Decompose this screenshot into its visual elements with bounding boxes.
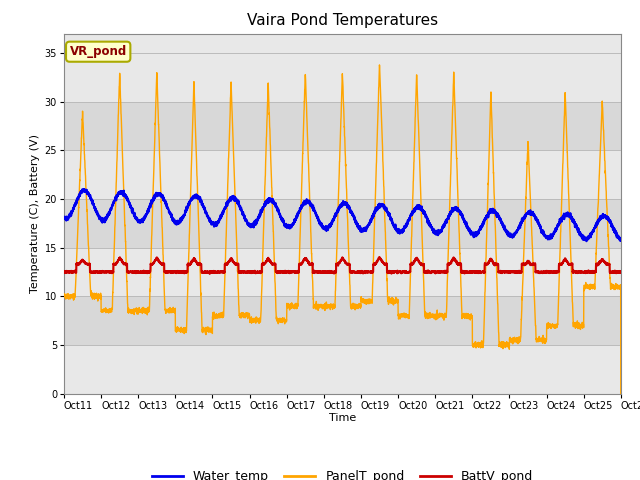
Y-axis label: Temperature (C), Battery (V): Temperature (C), Battery (V) [30,134,40,293]
Bar [64,296,621,345]
Legend: Water_temp, PanelT_pond, BattV_pond: Water_temp, PanelT_pond, BattV_pond [147,465,538,480]
Bar [64,248,621,296]
Bar [64,199,621,248]
Text: VR_pond: VR_pond [70,45,127,58]
X-axis label: Time: Time [329,413,356,423]
Bar [64,53,621,102]
Bar [64,150,621,199]
Bar [64,102,621,150]
Bar [64,345,621,394]
Title: Vaira Pond Temperatures: Vaira Pond Temperatures [247,13,438,28]
